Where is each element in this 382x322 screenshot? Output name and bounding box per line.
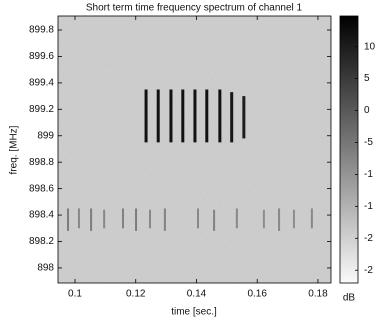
y-tick-label: 899.2 bbox=[29, 104, 54, 115]
x-tick-label: 0.12 bbox=[126, 289, 146, 300]
y-tick-label: 898.2 bbox=[29, 236, 54, 247]
burst bbox=[181, 89, 185, 143]
burst bbox=[218, 89, 222, 143]
colorbar bbox=[339, 15, 359, 284]
colorbar-tick-label: 5 bbox=[364, 73, 370, 84]
burst bbox=[163, 208, 166, 231]
burst bbox=[278, 208, 281, 231]
x-tick-label: 0.14 bbox=[187, 289, 207, 300]
colorbar-tick-label: -5 bbox=[364, 137, 373, 148]
colorbar-tick-label: 10 bbox=[364, 41, 376, 52]
y-tick-label: 898 bbox=[37, 263, 54, 274]
burst bbox=[262, 209, 265, 229]
burst bbox=[121, 208, 124, 229]
burst bbox=[235, 208, 238, 229]
colorbar-tick-label: -2 bbox=[364, 233, 373, 244]
y-tick-label: 898.4 bbox=[29, 210, 54, 221]
y-tick-label: 899.6 bbox=[29, 51, 54, 62]
burst bbox=[213, 209, 216, 231]
burst bbox=[77, 208, 80, 229]
burst bbox=[149, 209, 152, 229]
x-tick-label: 0.18 bbox=[308, 289, 328, 300]
colorbar-tick-label: -1 bbox=[364, 169, 373, 180]
burst bbox=[169, 89, 173, 143]
burst bbox=[310, 208, 313, 229]
colorbar-tick-label: 0 bbox=[364, 105, 370, 116]
burst bbox=[135, 208, 138, 231]
chart-title: Short term time frequency spectrum of ch… bbox=[86, 3, 303, 14]
burst bbox=[205, 89, 209, 143]
burst bbox=[103, 209, 106, 229]
burst bbox=[90, 208, 93, 231]
x-axis-label: time [sec.] bbox=[171, 307, 217, 318]
y-tick-label: 899.4 bbox=[29, 78, 54, 89]
x-tick-label: 0.1 bbox=[68, 289, 82, 300]
y-axis-label: freq. [MHz] bbox=[9, 125, 20, 174]
y-tick-label: 899.8 bbox=[29, 25, 54, 36]
burst bbox=[242, 96, 246, 139]
colorbar-tick-label: -1 bbox=[364, 201, 373, 212]
x-tick-label: 0.16 bbox=[247, 289, 267, 300]
plot-frame bbox=[57, 15, 332, 284]
burst bbox=[193, 89, 197, 143]
colorbar-tick-label: -2 bbox=[364, 265, 373, 276]
burst bbox=[67, 208, 70, 231]
colorbar-label: dB bbox=[343, 293, 356, 304]
burst bbox=[156, 89, 160, 143]
burst bbox=[144, 89, 148, 143]
y-tick-label: 898.6 bbox=[29, 183, 54, 194]
noise-texture bbox=[58, 16, 331, 283]
y-tick-label: 898.8 bbox=[29, 157, 54, 168]
burst bbox=[292, 209, 295, 229]
burst bbox=[230, 92, 234, 143]
burst bbox=[196, 208, 199, 229]
y-tick-label: 899 bbox=[37, 130, 54, 141]
